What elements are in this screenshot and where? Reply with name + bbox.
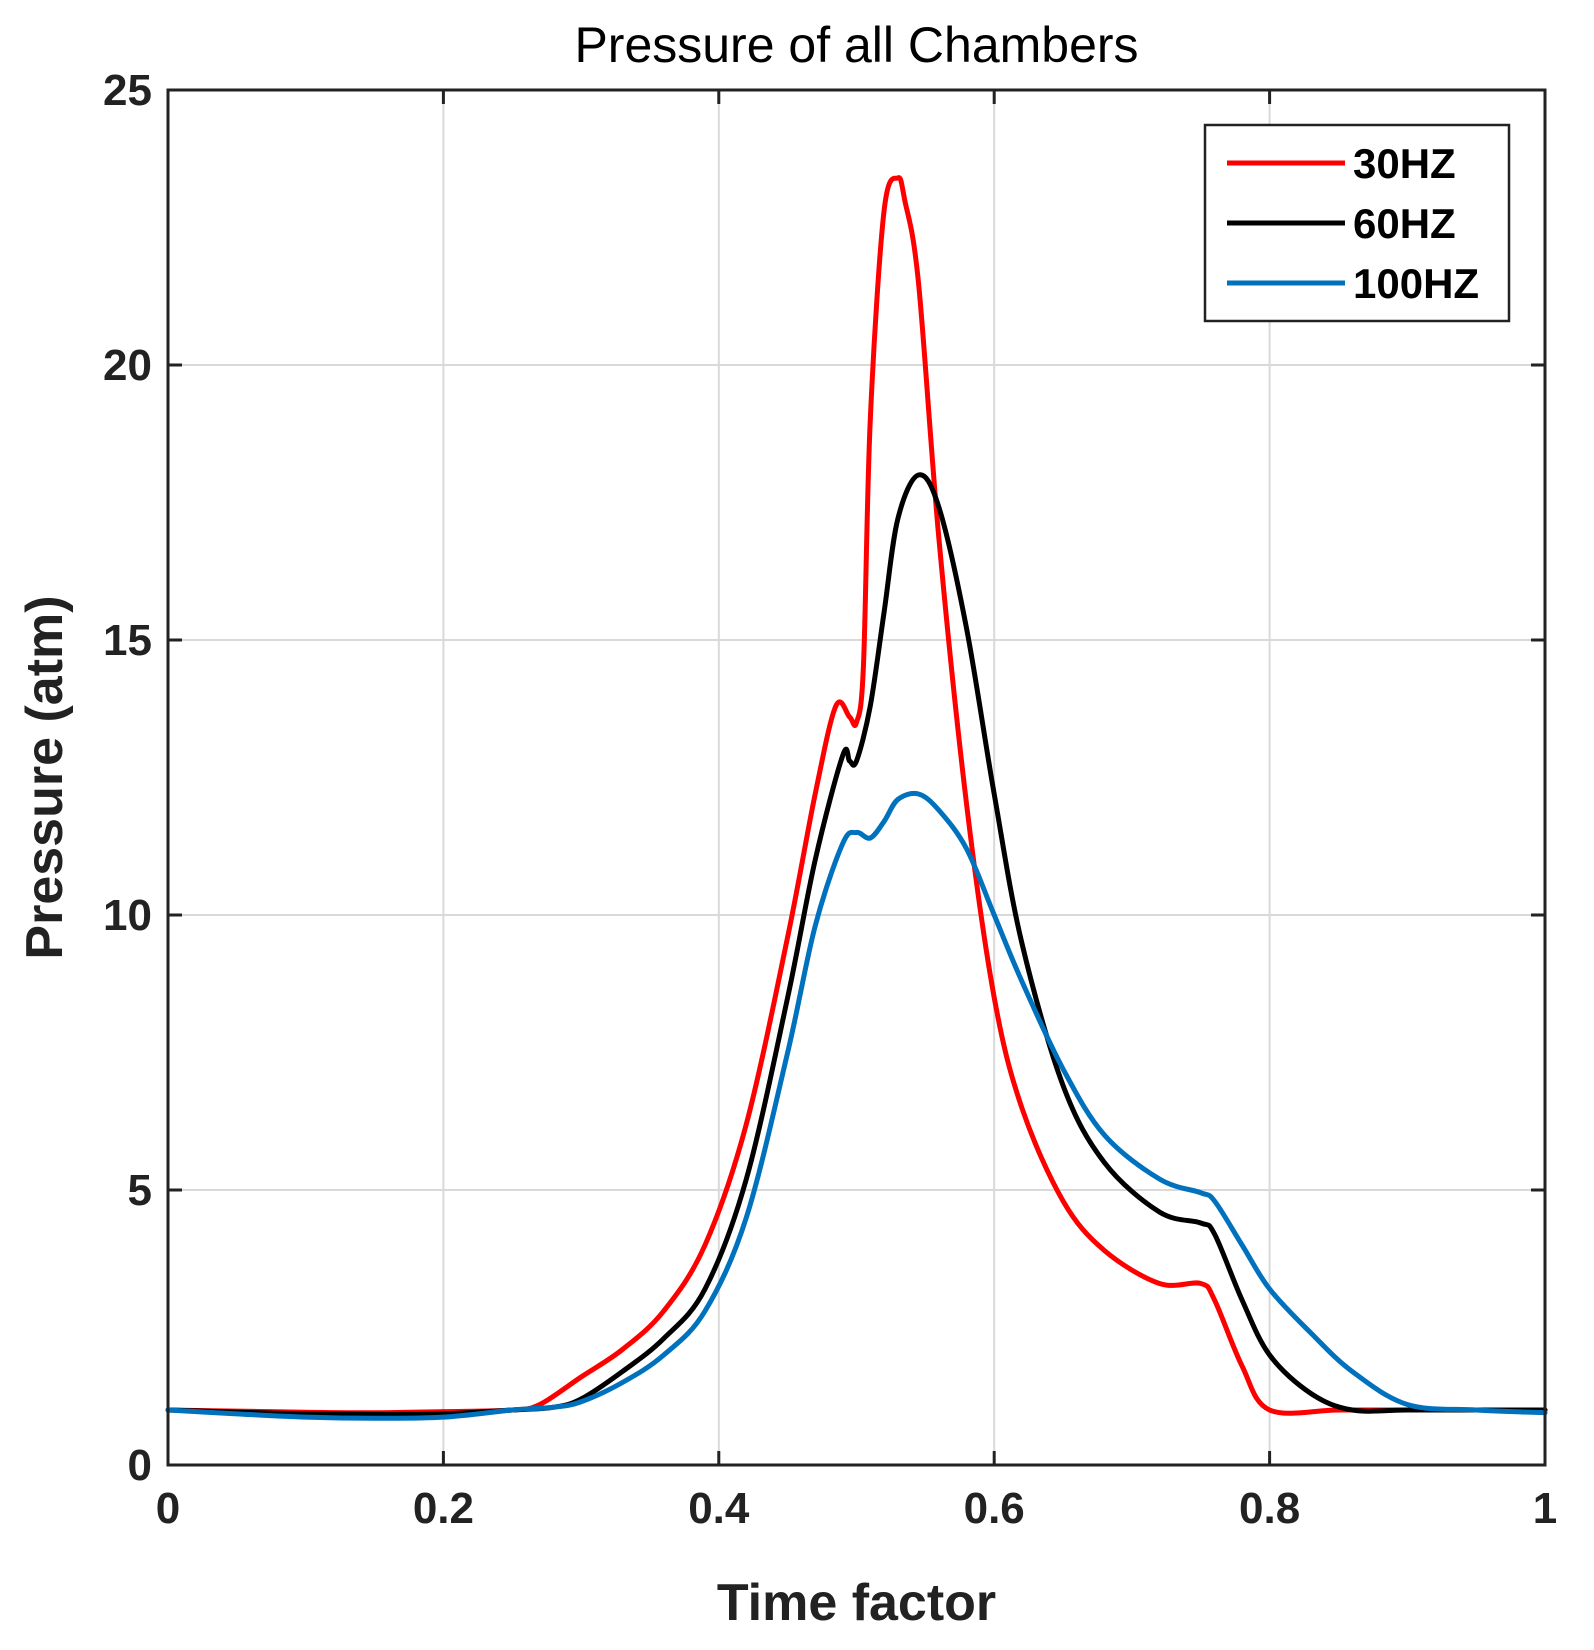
y-tick-label: 5 bbox=[128, 1166, 152, 1215]
axis-ticks bbox=[166, 88, 1547, 1467]
series-line-30hz bbox=[165, 175, 1548, 1416]
chart-title: Pressure of all Chambers bbox=[574, 17, 1138, 73]
series-lines bbox=[165, 175, 1548, 1421]
y-axis-tick-labels: 0 5 10 15 20 25 bbox=[103, 66, 152, 1490]
y-tick-label: 20 bbox=[103, 341, 152, 390]
x-tick-label: 0 bbox=[156, 1484, 180, 1533]
x-axis-tick-labels: 0 0.2 0.4 0.6 0.8 1 bbox=[156, 1484, 1557, 1533]
y-axis-label: Pressure (atm) bbox=[16, 595, 74, 959]
legend-label: 60HZ bbox=[1353, 200, 1456, 247]
series-line-100hz bbox=[165, 790, 1548, 1421]
x-tick-label: 0.6 bbox=[964, 1484, 1025, 1533]
series-line-60hz bbox=[165, 472, 1548, 1417]
legend-label: 100HZ bbox=[1353, 260, 1479, 307]
x-tick-label: 0.8 bbox=[1239, 1484, 1300, 1533]
plot-area-border bbox=[166, 88, 1547, 1467]
x-tick-label: 0.2 bbox=[413, 1484, 474, 1533]
legend: 30HZ 60HZ 100HZ bbox=[1203, 123, 1511, 323]
y-tick-label: 25 bbox=[103, 66, 152, 115]
legend-label: 30HZ bbox=[1353, 140, 1456, 187]
x-tick-label: 1 bbox=[1533, 1484, 1557, 1533]
x-tick-label: 0.4 bbox=[688, 1484, 750, 1533]
y-tick-label: 15 bbox=[103, 616, 152, 665]
y-tick-label: 10 bbox=[103, 891, 152, 940]
y-tick-label: 0 bbox=[128, 1441, 152, 1490]
x-axis-label: Time factor bbox=[717, 1574, 996, 1632]
